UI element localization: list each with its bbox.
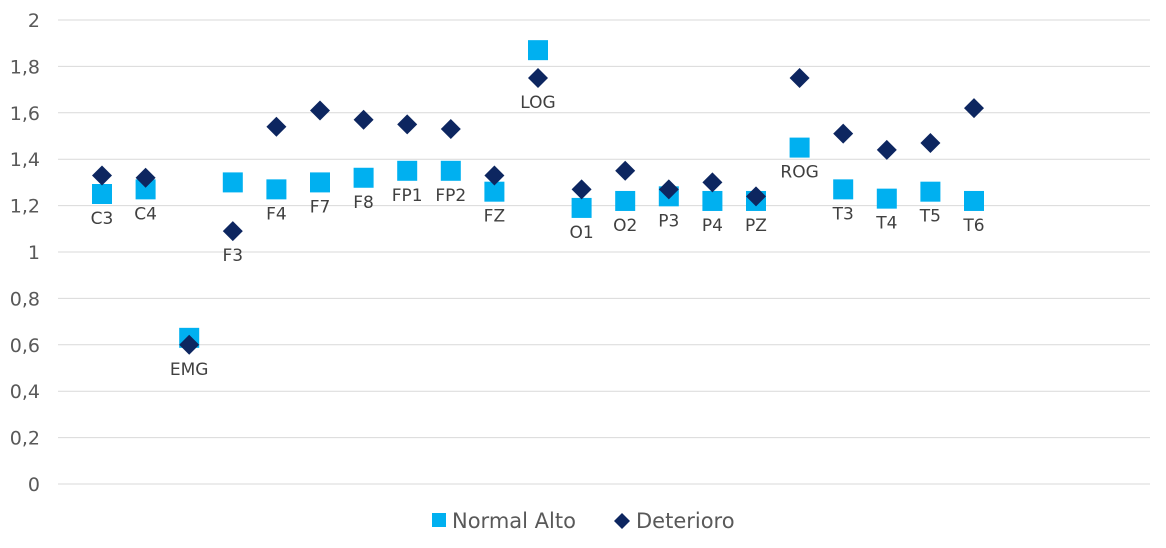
marker-deterioro-t5 [920,132,941,153]
y-tick-label: 0 [28,474,40,496]
y-tick-label: 0,2 [10,428,40,450]
marker-normal-alto-o1 [571,197,592,218]
marker-normal-alto-f4 [266,179,287,200]
point-label-t6: T6 [962,216,984,236]
marker-deterioro-fp2 [440,119,461,140]
marker-deterioro-rog [789,68,810,88]
marker-deterioro-o1 [571,179,592,200]
y-tick-label: 1,4 [10,149,40,171]
marker-normal-alto-rog [789,137,810,158]
marker-normal-alto-f3 [222,172,243,193]
marker-normal-alto-f7 [310,172,330,193]
legend-label-normal-alto: Normal Alto [452,509,576,533]
point-label-t5: T5 [919,207,941,227]
marker-normal-alto-t3 [833,179,854,200]
point-label-t4: T4 [875,214,897,234]
point-label-p3: P3 [658,211,679,231]
marker-normal-alto-fp2 [440,160,461,181]
marker-deterioro-log [528,68,548,88]
marker-deterioro-t3 [833,123,854,144]
point-label-emg: EMG [170,360,209,380]
marker-normal-alto-p4 [702,190,723,211]
marker-deterioro-c4 [135,167,156,188]
marker-deterioro-t6 [964,98,984,119]
marker-deterioro-p3 [658,179,679,200]
y-tick-label: 0,6 [10,335,40,357]
marker-deterioro-f8 [353,109,374,130]
marker-deterioro-fp1 [397,114,418,135]
y-tick-label: 1,8 [10,56,40,78]
point-label-o2: O2 [613,216,637,236]
data-markers [92,40,984,355]
marker-normal-alto-o2 [615,190,636,211]
marker-normal-alto-fz [484,181,505,202]
marker-deterioro-f3 [222,221,243,242]
point-label-p4: P4 [702,216,723,236]
point-label-log: LOG [520,93,555,113]
marker-normal-alto-log [528,40,548,61]
marker-normal-alto-fp1 [397,160,418,181]
point-label-f7: F7 [310,197,331,217]
point-label-c3: C3 [91,209,114,229]
point-label-fp1: FP1 [392,186,423,206]
legend-marker-deterioro [614,513,630,529]
point-label-rog: ROG [780,163,818,183]
y-tick-label: 1,6 [10,103,40,125]
point-label-t3: T3 [832,204,854,224]
point-label-f8: F8 [353,193,374,213]
marker-normal-alto-t6 [964,190,984,211]
marker-normal-alto-c4 [135,179,156,200]
point-label-c4: C4 [134,204,157,224]
y-tick-label: 1,2 [10,196,40,218]
point-label-o1: O1 [569,223,593,243]
point-labels: C3 C4 EMG F3 F4 F7 F8 FP1 FP2 FZ LOG O1 O2 P3 P4 PZ ROG T… [91,93,985,380]
y-tick-label: 0,4 [10,381,40,403]
marker-deterioro-pz [746,186,766,207]
marker-normal-alto-t5 [920,181,941,202]
legend-label-deterioro: Deterioro [636,509,735,533]
marker-deterioro-f7 [310,100,330,121]
gridlines [58,19,1150,485]
marker-deterioro-f4 [266,116,287,137]
y-axis-ticks: 0 0,2 0,4 0,6 0,8 1 1,2 1,4 1,6 1,8 2 [10,10,40,496]
y-tick-label: 1 [28,242,40,264]
legend: Normal Alto Deterioro [432,509,735,533]
marker-deterioro-fz [484,165,505,186]
point-label-fz: FZ [484,207,505,227]
marker-normal-alto-c3 [92,184,112,204]
y-tick-label: 0,8 [10,288,40,310]
marker-deterioro-o2 [615,160,636,181]
marker-normal-alto-f8 [353,167,374,188]
marker-deterioro-p4 [702,172,723,193]
point-label-f3: F3 [222,246,243,266]
point-label-f4: F4 [266,204,287,224]
point-label-fp2: FP2 [435,186,466,206]
y-tick-label: 2 [28,10,40,32]
marker-deterioro-emg [179,334,200,355]
marker-normal-alto-t4 [876,188,897,209]
point-label-pz: PZ [745,216,767,236]
marker-deterioro-c3 [92,165,112,186]
marker-deterioro-t4 [876,139,897,160]
legend-marker-normal-alto [432,513,446,527]
